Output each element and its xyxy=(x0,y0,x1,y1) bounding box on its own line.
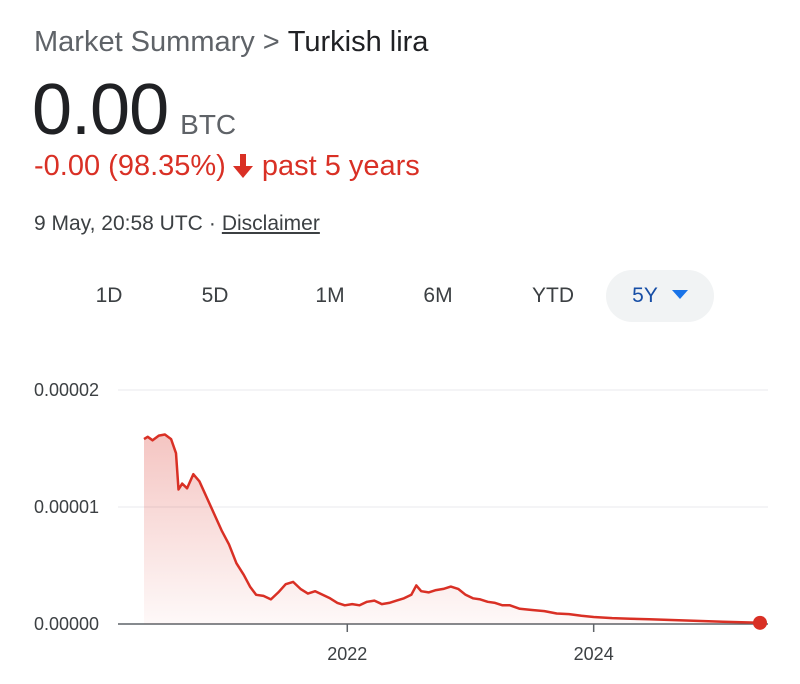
tab-label: 1M xyxy=(315,284,345,307)
x-tick-label: 2022 xyxy=(327,644,367,664)
price-value: 0.00 xyxy=(32,70,169,150)
price-change: -0.00 (98.35%) past 5 years xyxy=(34,148,420,184)
tab-5d[interactable]: 5D xyxy=(180,270,250,322)
time-range-tabs: 1D 5D 1M 6M YTD 5Y xyxy=(34,270,734,322)
price-unit: BTC xyxy=(180,109,237,140)
arrow-down-icon xyxy=(232,154,253,178)
current-value-dot xyxy=(753,615,767,630)
breadcrumb-current: Turkish lira xyxy=(287,26,429,58)
tab-label: 5D xyxy=(201,284,229,307)
tab-1d[interactable]: 1D xyxy=(74,270,144,322)
tab-label: YTD xyxy=(532,284,574,307)
price-row: 0.00 BTC xyxy=(32,70,236,150)
breadcrumb-market-summary[interactable]: Market Summary xyxy=(34,26,255,58)
tab-5y[interactable]: 5Y xyxy=(606,270,714,322)
breadcrumb-separator: > xyxy=(262,26,280,58)
tab-label: 6M xyxy=(423,284,453,307)
series-layer xyxy=(143,433,767,630)
tab-label: 1D xyxy=(95,284,123,307)
tab-6m[interactable]: 6M xyxy=(398,270,478,322)
meta-separator: · xyxy=(208,212,216,235)
price-chart: 0.00002 0.00001 0.00000 2022 2024 xyxy=(34,380,768,664)
y-tick-label: 0.00001 xyxy=(34,497,99,517)
breadcrumb: Market Summary > Turkish lira xyxy=(34,24,428,60)
series-line xyxy=(143,433,761,625)
y-axis-labels: 0.00002 0.00001 0.00000 xyxy=(34,380,99,634)
tab-1m[interactable]: 1M xyxy=(290,270,370,322)
tab-ytd[interactable]: YTD xyxy=(510,270,596,322)
change-period: past 5 years xyxy=(261,150,420,182)
series-area-fill xyxy=(144,434,760,624)
tab-label: 5Y xyxy=(632,284,658,307)
y-tick-label: 0.00000 xyxy=(34,614,99,634)
chevron-down-icon xyxy=(671,289,688,299)
y-tick-label: 0.00002 xyxy=(34,380,99,400)
x-axis-labels: 2022 2024 xyxy=(327,644,613,664)
timestamp: 9 May, 20:58 UTC xyxy=(34,212,203,235)
timestamp-row: 9 May, 20:58 UTC · Disclaimer xyxy=(34,210,320,238)
change-amount: -0.00 (98.35%) xyxy=(34,150,226,182)
x-tick-label: 2024 xyxy=(574,644,614,664)
disclaimer-link[interactable]: Disclaimer xyxy=(221,212,320,235)
